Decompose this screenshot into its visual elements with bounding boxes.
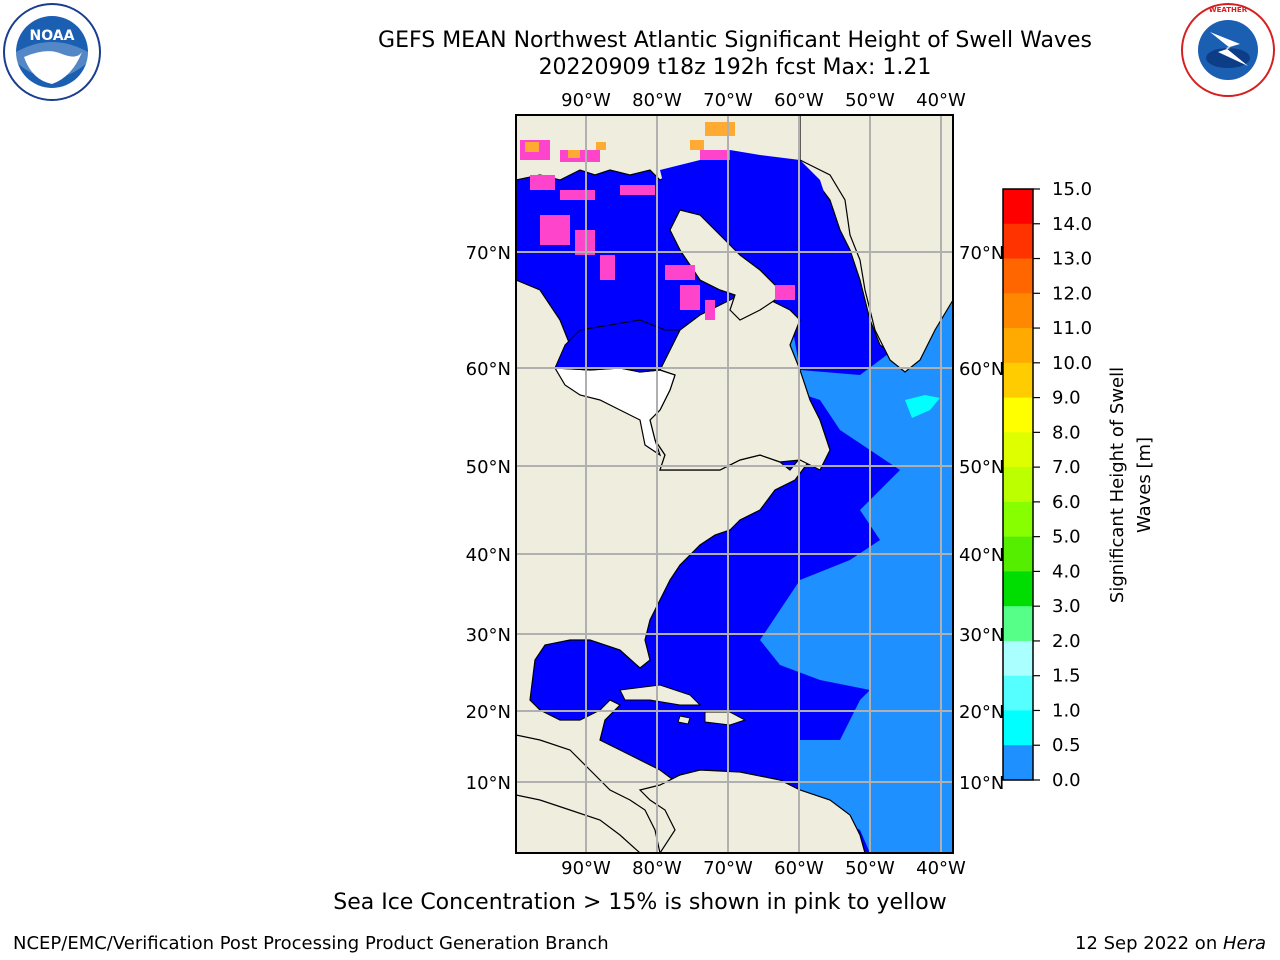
colorbar-tick-label: 11.0 xyxy=(1052,318,1092,339)
lat-labels-right: 70°N 60°N 50°N 40°N 30°N 20°N 10°N xyxy=(959,243,1004,794)
lat-label: 30°N xyxy=(466,625,511,646)
colorbar-tick-label: 13.0 xyxy=(1052,249,1092,270)
chart-subtitle: 20220909 t18z 192h fcst Max: 1.21 xyxy=(538,55,932,80)
lon-labels-bottom: 90°W 80°W 70°W 60°W 50°W 40°W xyxy=(561,858,966,879)
colorbar-label-line1: Significant Height of Swell xyxy=(1107,367,1128,603)
colorbar: 15.0 14.0 13.0 12.0 11.0 10.0 9.0 8.0 7.0 6.0 5.0 4… xyxy=(1002,179,1092,791)
footer-machine: Hera xyxy=(1222,933,1266,954)
swell-region-mid xyxy=(760,300,953,853)
footer-date-text: 12 Sep 2022 on xyxy=(1075,933,1223,954)
colorbar-segment xyxy=(1003,362,1033,399)
colorbar-tick-label: 9.0 xyxy=(1052,388,1081,409)
lon-label: 70°W xyxy=(703,858,753,879)
colorbar-segment xyxy=(1003,293,1033,329)
colorbar-segment xyxy=(1003,432,1033,468)
colorbar-segment xyxy=(1003,189,1033,225)
colorbar-tick-label: 6.0 xyxy=(1052,492,1081,513)
colorbar-tick-label: 1.0 xyxy=(1052,700,1081,721)
colorbar-segment xyxy=(1003,640,1033,677)
lat-label: 20°N xyxy=(466,702,511,723)
lat-label: 70°N xyxy=(959,243,1004,264)
colorbar-segment xyxy=(1003,223,1033,260)
colorbar-segment xyxy=(1003,258,1033,294)
lat-label: 10°N xyxy=(466,773,511,794)
graticule xyxy=(516,115,953,853)
colorbar-segment xyxy=(1003,501,1033,538)
noaa-logo-icon: NOAA xyxy=(3,3,101,101)
map-panel xyxy=(516,115,953,853)
lon-label: 90°W xyxy=(561,858,611,879)
colorbar-tick-label: 4.0 xyxy=(1052,561,1081,582)
colorbar-tick-label: 7.0 xyxy=(1052,457,1081,478)
lat-label: 20°N xyxy=(959,702,1004,723)
lat-label: 40°N xyxy=(466,545,511,566)
colorbar-segment xyxy=(1003,467,1033,503)
lat-labels-left: 70°N 60°N 50°N 40°N 30°N 20°N 10°N xyxy=(466,243,511,794)
colorbar-tick-label: 2.0 xyxy=(1052,631,1081,652)
colorbar-tick-label: 5.0 xyxy=(1052,527,1081,548)
noaa-logo-text: NOAA xyxy=(30,28,75,44)
colorbar-label-line2: Waves [m] xyxy=(1134,437,1155,533)
map-frame xyxy=(515,114,954,854)
lon-label: 50°W xyxy=(845,858,895,879)
colorbar-segment xyxy=(1003,675,1033,711)
lat-label: 10°N xyxy=(959,773,1004,794)
colorbar-segment xyxy=(1003,571,1033,607)
sea-ice-note: Sea Ice Concentration > 15% is shown in … xyxy=(333,890,947,915)
colorbar-segment xyxy=(1003,397,1033,433)
svg-text:WEATHER: WEATHER xyxy=(1209,6,1248,14)
lon-label: 60°W xyxy=(774,858,824,879)
footer-date: 12 Sep 2022 on Hera xyxy=(1075,933,1266,954)
lon-label: 70°W xyxy=(703,90,753,111)
colorbar-tick-label: 15.0 xyxy=(1052,179,1092,200)
lat-label: 50°N xyxy=(959,457,1004,478)
lat-label: 30°N xyxy=(959,625,1004,646)
lon-label: 50°W xyxy=(845,90,895,111)
colorbar-tick-label: 10.0 xyxy=(1052,353,1092,374)
chart-title: GEFS MEAN Northwest Atlantic Significant… xyxy=(378,28,1092,53)
lon-label: 40°W xyxy=(916,90,966,111)
colorbar-tick-label: 0.0 xyxy=(1052,770,1081,791)
colorbar-segment xyxy=(1003,328,1033,364)
nws-logo-icon: WEATHER xyxy=(1180,2,1276,98)
lat-label: 60°N xyxy=(959,359,1004,380)
colorbar-segment xyxy=(1003,536,1033,572)
colorbar-segment xyxy=(1003,606,1033,642)
land-greenland xyxy=(799,115,953,373)
lat-label: 60°N xyxy=(466,359,511,380)
colorbar-tick-label: 8.0 xyxy=(1052,422,1081,443)
lon-label: 40°W xyxy=(916,858,966,879)
lon-labels-top: 90°W 80°W 70°W 60°W 50°W 40°W xyxy=(561,90,966,111)
colorbar-tick-label: 0.5 xyxy=(1052,735,1081,756)
lon-label: 80°W xyxy=(632,858,682,879)
colorbar-segment xyxy=(1003,745,1033,781)
lon-label: 90°W xyxy=(561,90,611,111)
colorbar-frame xyxy=(1002,188,1034,781)
colorbar-tick-label: 12.0 xyxy=(1052,283,1092,304)
footer-credit: NCEP/EMC/Verification Post Processing Pr… xyxy=(13,933,609,954)
lon-label: 60°W xyxy=(774,90,824,111)
colorbar-segment xyxy=(1003,710,1033,746)
colorbar-tick-label: 1.5 xyxy=(1052,666,1081,687)
lat-label: 50°N xyxy=(466,457,511,478)
colorbar-tick-label: 3.0 xyxy=(1052,596,1081,617)
sea-ice xyxy=(520,140,795,320)
lon-label: 80°W xyxy=(632,90,682,111)
lat-label: 40°N xyxy=(959,545,1004,566)
lat-label: 70°N xyxy=(466,243,511,264)
land-south-america xyxy=(638,769,866,853)
colorbar-tick-label: 14.0 xyxy=(1052,214,1092,235)
